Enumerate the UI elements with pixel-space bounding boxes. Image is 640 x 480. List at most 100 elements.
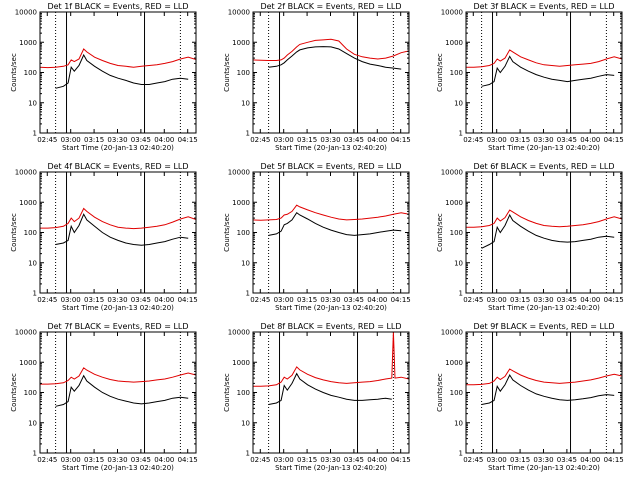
y-axis-label: Counts/sec [223, 53, 231, 92]
y-tick-label: 100 [450, 389, 463, 397]
x-tick-label: 03:15 [84, 456, 104, 464]
x-tick-label: 03:00 [61, 456, 81, 464]
x-tick-label: 03:45 [557, 456, 577, 464]
panel-8: 1 10 100 1000 10000 02:45 03:00 03:15 03:30 03:45… [223, 322, 411, 472]
x-tick-label: 04:00 [580, 456, 600, 464]
panel-title: Det 6f BLACK = Events, RED = LLD [473, 162, 614, 171]
x-tick-label: 03:45 [557, 136, 577, 144]
x-tick-label: 03:15 [510, 456, 530, 464]
x-tick-label: 04:00 [154, 456, 174, 464]
y-tick-label: 1 [33, 130, 37, 138]
x-tick-label: 04:00 [580, 136, 600, 144]
axes-frame [39, 331, 197, 454]
y-axis-label: Counts/sec [10, 213, 18, 252]
y-axis-label: Counts/sec [10, 373, 18, 412]
axes-frame [465, 171, 623, 294]
y-tick-label: 100 [24, 389, 37, 397]
series-line-lld [466, 49, 622, 68]
x-tick-label: 03:00 [274, 136, 294, 144]
series-line-events [481, 213, 615, 249]
panel-title: Det 9f BLACK = Events, RED = LLD [473, 322, 614, 331]
y-tick-label: 1000 [232, 359, 250, 367]
y-tick-label: 1 [459, 290, 463, 298]
series-line-events [55, 213, 189, 246]
x-tick-label: 03:30 [533, 456, 553, 464]
x-tick-label: 04:00 [154, 136, 174, 144]
y-tick-label: 10 [454, 259, 463, 267]
x-tick-label: 02:45 [37, 456, 57, 464]
x-axis-label: Start Time (20-Jan-13 02:40:20) [62, 464, 174, 472]
x-tick-label: 03:30 [320, 456, 340, 464]
x-axis-label: Start Time (20-Jan-13 02:40:20) [275, 464, 387, 472]
y-tick-label: 100 [24, 69, 37, 77]
series-line-lld [40, 207, 196, 230]
x-tick-label: 04:15 [391, 136, 411, 144]
y-tick-label: 1000 [19, 359, 37, 367]
y-tick-label: 10 [454, 99, 463, 107]
y-tick-label: 10000 [15, 9, 37, 17]
x-tick-label: 04:15 [178, 296, 198, 304]
x-tick-label: 03:45 [344, 136, 364, 144]
x-tick-label: 03:45 [131, 136, 151, 144]
y-tick-label: 1000 [232, 199, 250, 207]
x-axis-label: Start Time (20-Jan-13 02:40:20) [62, 304, 174, 312]
panel-title: Det 1f BLACK = Events, RED = LLD [47, 2, 188, 11]
x-tick-label: 03:15 [297, 296, 317, 304]
y-axis-label: Counts/sec [436, 373, 444, 412]
x-tick-label: 03:30 [533, 136, 553, 144]
series-line-events [268, 372, 392, 405]
axes-frame [465, 11, 623, 134]
x-tick-label: 04:15 [178, 136, 198, 144]
x-tick-label: 03:15 [297, 136, 317, 144]
y-tick-label: 10 [28, 99, 37, 107]
series-line-lld [253, 204, 409, 221]
x-tick-label: 03:30 [320, 136, 340, 144]
x-axis-label: Start Time (20-Jan-13 02:40:20) [275, 304, 387, 312]
y-tick-label: 10000 [15, 329, 37, 337]
series-group [253, 332, 409, 405]
series-group [40, 48, 196, 89]
x-axis-label: Start Time (20-Jan-13 02:40:20) [488, 464, 600, 472]
y-tick-label: 1 [33, 450, 37, 458]
x-tick-label: 03:30 [107, 136, 127, 144]
y-tick-label: 10 [241, 259, 250, 267]
x-tick-label: 04:00 [154, 296, 174, 304]
y-axis-label: Counts/sec [436, 213, 444, 252]
x-tick-label: 03:30 [533, 296, 553, 304]
y-axis-label: Counts/sec [223, 213, 231, 252]
y-tick-label: 1000 [232, 39, 250, 47]
y-tick-label: 10000 [441, 9, 463, 17]
x-tick-label: 03:00 [274, 296, 294, 304]
y-tick-label: 1000 [445, 39, 463, 47]
x-tick-label: 03:45 [557, 296, 577, 304]
y-tick-label: 1 [246, 130, 250, 138]
x-tick-label: 04:15 [604, 296, 624, 304]
x-tick-label: 02:45 [250, 296, 270, 304]
series-line-events [55, 374, 189, 407]
y-tick-label: 1 [246, 290, 250, 298]
series-line-lld [40, 48, 196, 69]
series-line-events [268, 46, 402, 70]
x-axis-label: Start Time (20-Jan-13 02:40:20) [62, 144, 174, 152]
y-tick-label: 10000 [228, 9, 250, 17]
x-tick-label: 03:30 [107, 456, 127, 464]
y-tick-label: 1000 [445, 359, 463, 367]
x-tick-label: 03:15 [84, 296, 104, 304]
x-tick-label: 03:45 [131, 456, 151, 464]
y-axis-label: Counts/sec [10, 53, 18, 92]
series-line-lld [466, 368, 622, 386]
y-tick-label: 1 [459, 450, 463, 458]
x-tick-label: 03:45 [131, 296, 151, 304]
y-tick-label: 100 [450, 229, 463, 237]
series-line-events [481, 55, 615, 87]
panel-title: Det 7f BLACK = Events, RED = LLD [47, 322, 188, 331]
x-tick-label: 02:45 [463, 456, 483, 464]
x-axis-label: Start Time (20-Jan-13 02:40:20) [488, 304, 600, 312]
y-tick-label: 10000 [441, 169, 463, 177]
panel-title: Det 8f BLACK = Events, RED = LLD [260, 322, 401, 331]
axes-frame [465, 331, 623, 454]
series-line-lld [40, 367, 196, 385]
series-group [466, 49, 622, 87]
axes-frame [252, 171, 410, 294]
